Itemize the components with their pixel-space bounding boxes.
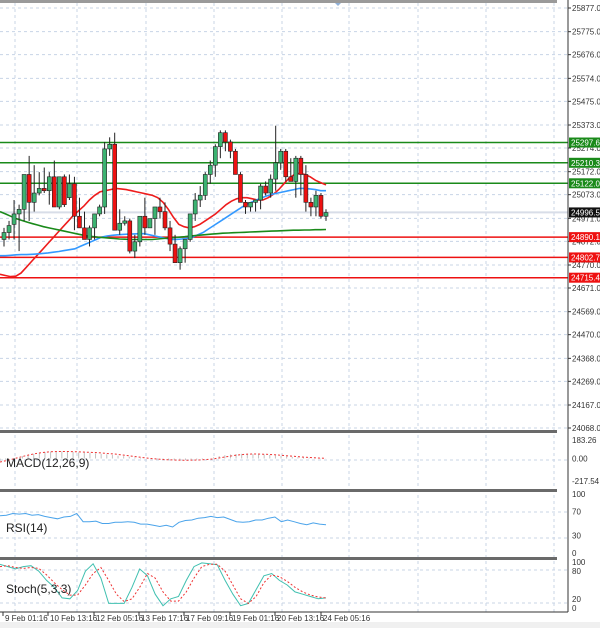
moving-averages [0,172,327,278]
svg-text:24470.0: 24470.0 [572,331,600,340]
stoch-label: Stoch(5,3,3) [6,582,71,596]
svg-text:30: 30 [572,531,581,540]
svg-text:100: 100 [572,490,586,499]
scroll-marker-icon[interactable] [335,3,341,6]
svg-text:0.00: 0.00 [572,454,588,463]
svg-text:25775.0: 25775.0 [572,28,600,37]
svg-text:12 Feb 05:16: 12 Feb 05:16 [96,614,144,623]
top-border [0,0,557,3]
svg-text:24770.0: 24770.0 [572,261,600,270]
panel-separator[interactable] [0,557,557,560]
price-tags: 25297.6 25210.3 25122.0 24996.5 24890.1 24802… [569,137,600,283]
panel-separator[interactable] [0,489,557,492]
svg-text:17 Feb 09:16: 17 Feb 09:16 [186,614,234,623]
svg-text:20 Feb 13:16: 20 Feb 13:16 [277,614,325,623]
svg-text:25297.6: 25297.6 [571,139,600,148]
support-resistance-lines [0,141,568,279]
svg-text:19 Feb 01:16: 19 Feb 01:16 [232,614,280,623]
svg-text:13 Feb 17:16: 13 Feb 17:16 [141,614,189,623]
price-axis: 25877.0 25775.0 25676.0 25574.0 25475.0 25373… [568,4,600,613]
svg-text:10 Feb 13:16: 10 Feb 13:16 [50,614,98,623]
svg-text:24890.1: 24890.1 [571,233,600,242]
svg-text:24269.0: 24269.0 [572,377,600,386]
svg-text:24 Feb 05:16: 24 Feb 05:16 [323,614,371,623]
svg-text:24971.0: 24971.0 [572,214,600,223]
macd-label: MACD(12,26,9) [6,456,89,470]
price-panel[interactable] [0,125,568,279]
svg-text:25122.0: 25122.0 [571,179,600,188]
svg-text:183.26: 183.26 [572,436,597,445]
svg-text:24068.0: 24068.0 [572,424,600,433]
svg-text:25274.0: 25274.0 [572,144,600,153]
svg-text:25172.0: 25172.0 [572,168,600,177]
grid [0,3,568,612]
macd-panel[interactable] [0,451,327,463]
svg-text:25073.0: 25073.0 [572,191,600,200]
stoch-panel[interactable] [0,562,327,607]
rsi-label: RSI(14) [6,521,47,535]
svg-text:80: 80 [572,567,581,576]
svg-text:25676.0: 25676.0 [572,51,600,60]
svg-text:25574.0: 25574.0 [572,74,600,83]
svg-text:25373.0: 25373.0 [572,121,600,130]
svg-text:24167.0: 24167.0 [572,401,600,410]
svg-text:0: 0 [572,604,577,613]
svg-text:24569.0: 24569.0 [572,308,600,317]
svg-text:100: 100 [572,558,586,567]
bottom-bar [0,622,600,628]
svg-text:-217.54: -217.54 [572,477,600,486]
svg-text:9 Feb 01:16: 9 Feb 01:16 [5,614,48,623]
candlesticks [1,125,329,270]
svg-text:24996.5: 24996.5 [571,208,600,217]
rsi-panel[interactable] [0,512,327,528]
svg-text:24671.0: 24671.0 [572,284,600,293]
svg-text:25877.0: 25877.0 [572,4,600,13]
svg-text:0: 0 [572,549,577,558]
svg-text:70: 70 [572,508,581,517]
svg-text:24715.4: 24715.4 [571,274,600,283]
svg-text:25475.0: 25475.0 [572,97,600,106]
svg-text:25210.3: 25210.3 [571,159,600,168]
svg-text:24368.0: 24368.0 [572,354,600,363]
svg-text:20: 20 [572,595,581,604]
svg-text:24802.7: 24802.7 [571,253,600,262]
panel-separator[interactable] [0,430,557,433]
